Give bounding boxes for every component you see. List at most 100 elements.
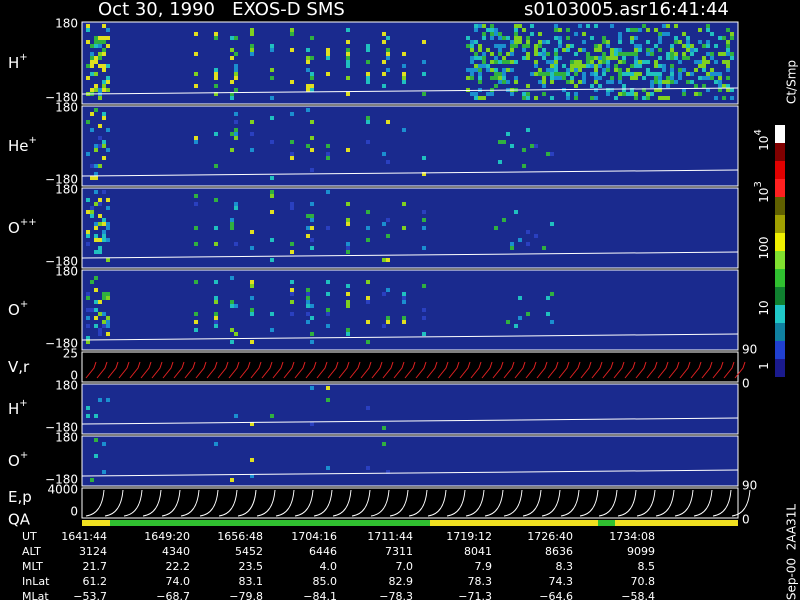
pixel	[98, 96, 102, 100]
pixel	[674, 24, 678, 28]
pixel	[506, 52, 510, 56]
pixel	[310, 422, 314, 426]
pixel	[726, 84, 730, 88]
pixel	[98, 88, 102, 92]
pixel	[598, 60, 602, 64]
pixel	[86, 406, 90, 410]
colorbar-cell	[775, 305, 785, 323]
pixel	[694, 84, 698, 88]
pixel	[702, 44, 706, 48]
row-value: 83.1	[239, 575, 264, 588]
pixel	[658, 40, 662, 44]
ep-curve	[712, 489, 732, 517]
vr-curve	[217, 361, 229, 379]
pixel	[230, 56, 234, 60]
pixel	[646, 96, 650, 100]
pixel	[718, 72, 722, 76]
pixel	[478, 64, 482, 68]
pixel	[618, 72, 622, 76]
pixel	[530, 24, 534, 28]
ep-curve	[161, 489, 181, 517]
pixel	[194, 312, 198, 316]
pixel	[382, 152, 386, 156]
pixel	[574, 60, 578, 64]
pixel	[94, 308, 98, 312]
pixel	[98, 300, 102, 304]
pixel	[662, 24, 666, 28]
pixel	[94, 234, 98, 238]
pixel	[506, 36, 510, 40]
pixel	[230, 218, 234, 222]
pixel	[670, 52, 674, 56]
pixel	[502, 44, 506, 48]
pixel	[310, 120, 314, 124]
pixel	[546, 312, 550, 316]
vr-curve	[723, 361, 735, 379]
pixel	[326, 226, 330, 230]
pixel	[602, 60, 606, 64]
pixel	[306, 296, 310, 300]
pixel	[102, 40, 106, 44]
y-tick-label: 180	[55, 101, 78, 115]
pixel	[550, 76, 554, 80]
pixel	[402, 128, 406, 132]
pixel	[570, 76, 574, 80]
pixel	[102, 140, 106, 144]
y-tick-label: −180	[45, 91, 78, 105]
pixel	[634, 28, 638, 32]
pixel	[634, 52, 638, 56]
pixel	[230, 36, 234, 40]
pixel	[582, 64, 586, 68]
vr-curve	[712, 361, 724, 379]
pixel	[706, 72, 710, 76]
vr-curve	[107, 361, 119, 379]
pixel	[530, 72, 534, 76]
pixel	[582, 72, 586, 76]
pixel	[306, 304, 310, 308]
pixel	[634, 36, 638, 40]
pixel	[574, 84, 578, 88]
pixel	[654, 60, 658, 64]
pixel	[670, 72, 674, 76]
pixel	[386, 68, 390, 72]
pixel	[730, 96, 734, 100]
pixel	[230, 96, 234, 100]
row-value: −79.8	[229, 590, 263, 600]
pixel	[98, 64, 102, 68]
pixel	[606, 40, 610, 44]
pixel	[606, 68, 610, 72]
pixel	[470, 72, 474, 76]
pixel	[490, 28, 494, 32]
pixel	[486, 28, 490, 32]
pixel	[714, 72, 718, 76]
colorbar-cell	[775, 323, 785, 341]
pixel	[586, 64, 590, 68]
pixel	[582, 32, 586, 36]
pixel	[366, 466, 370, 470]
pixel	[722, 84, 726, 88]
pixel	[402, 316, 406, 320]
pixel	[650, 84, 654, 88]
pixel	[658, 72, 662, 76]
pixel	[634, 64, 638, 68]
ep-curve	[465, 489, 485, 517]
pixel	[98, 52, 102, 56]
pixel	[502, 60, 506, 64]
pixel	[86, 292, 90, 296]
pixel	[234, 128, 238, 132]
pixel	[622, 56, 626, 60]
pixel	[386, 160, 390, 164]
pixel	[214, 36, 218, 40]
pixel	[382, 442, 386, 446]
row-value: 74.0	[166, 575, 191, 588]
pixel	[306, 88, 310, 92]
pixel	[574, 96, 578, 100]
row-value: 22.2	[166, 560, 191, 573]
y-tick-label: 180	[55, 431, 78, 445]
pixel	[678, 60, 682, 64]
ep-curve	[180, 489, 200, 517]
pixel	[306, 68, 310, 72]
pixel	[474, 28, 478, 32]
pixel	[490, 92, 494, 96]
